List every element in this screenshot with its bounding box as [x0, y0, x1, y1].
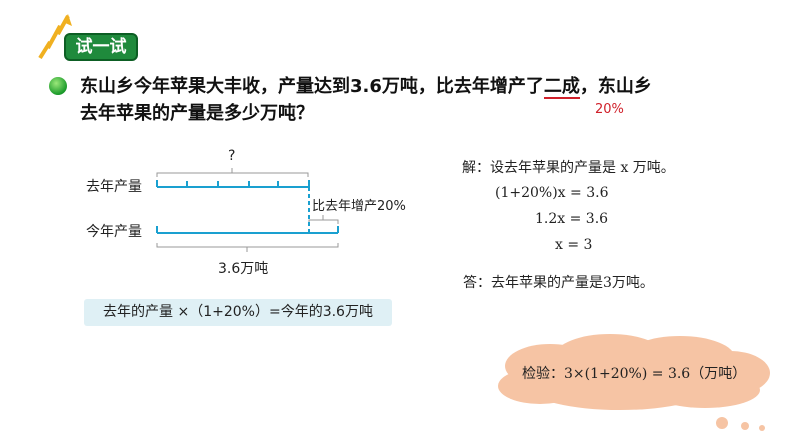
this-year-label: 今年产量 — [86, 224, 142, 240]
increase-label: 比去年增产20% — [312, 199, 406, 214]
last-year-label: 去年产量 — [86, 179, 142, 195]
braces — [156, 168, 339, 252]
question-text-end: ，东山乡 — [579, 76, 652, 97]
this-year-bar — [156, 226, 339, 234]
cloud-bubble — [498, 334, 770, 431]
total-label: 3.6万吨 — [218, 261, 269, 277]
equation-2: 1.2x = 3.6 — [535, 211, 609, 227]
segment-diagram — [156, 168, 339, 252]
equation-1: (1+20%)x = 3.6 — [495, 185, 609, 201]
question-text: 东山乡今年苹果大丰收，产量达到3.6万吨，比去年增产了 — [80, 76, 544, 97]
solution-let: 解：设去年苹果的产量是 x 万吨。 — [462, 160, 675, 176]
question-mark: ? — [228, 148, 236, 164]
question-line-1: 东山乡今年苹果大丰收，产量达到3.6万吨，比去年增产了二成，东山乡 — [80, 72, 652, 99]
lightning-arrow-icon — [38, 14, 72, 60]
highlight-text: 二成 — [543, 76, 580, 99]
relation-formula: 去年的产量 ×（1+20%）=今年的3.6万吨 — [84, 299, 392, 326]
bullet-icon — [49, 77, 67, 95]
check-text: 检验：3×(1+20%) = 3.6（万吨） — [522, 366, 747, 382]
question-line-2: 去年苹果的产量是多少万吨？ — [80, 103, 314, 124]
answer: 答：去年苹果的产量是3万吨。 — [463, 275, 654, 291]
equation-3: x = 3 — [555, 237, 593, 253]
annotation: 20% — [595, 102, 624, 117]
last-year-bar — [156, 180, 310, 188]
try-it-badge: 试一试 — [64, 33, 138, 61]
